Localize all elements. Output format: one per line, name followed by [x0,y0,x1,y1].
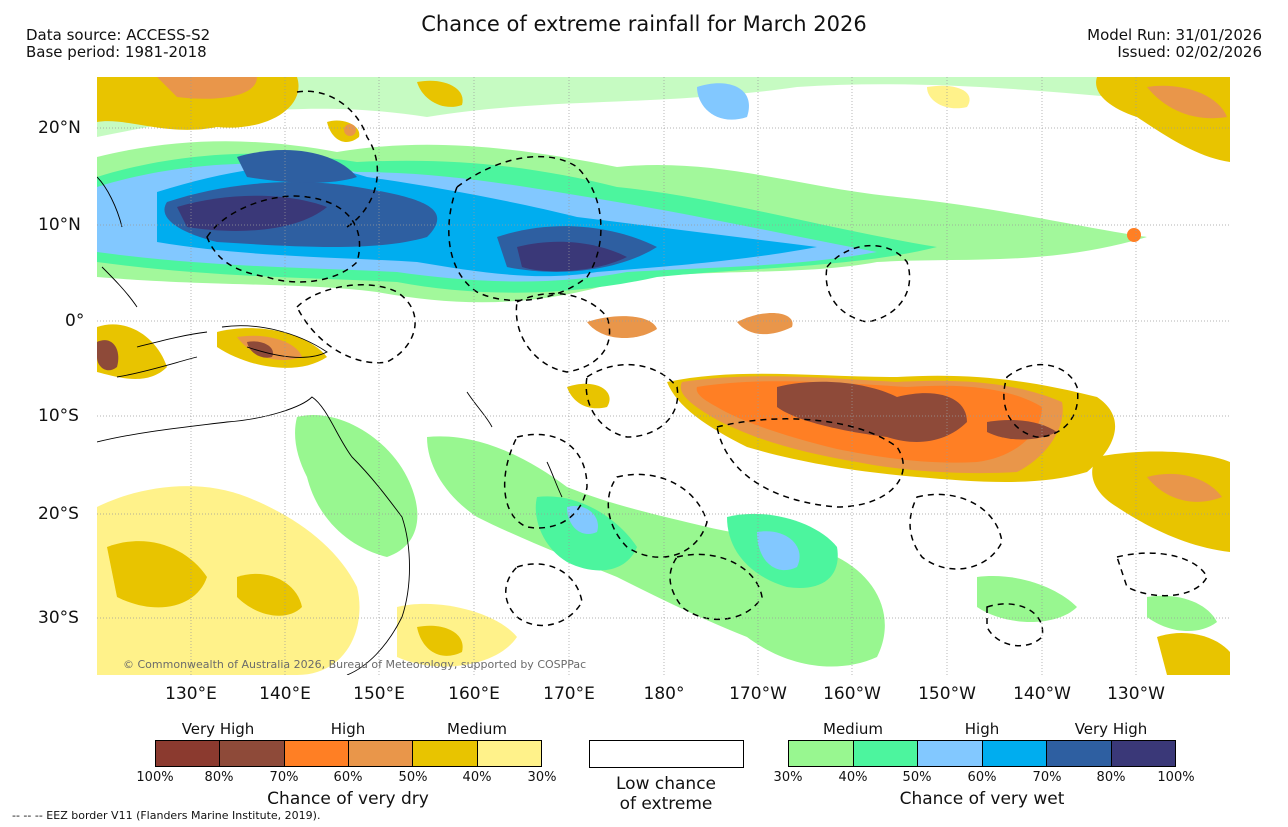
data-source: Data source: ACCESS-S2 [26,26,211,44]
low-chance-line1: Low chance [616,774,716,794]
wet-tick-label: 30% [773,770,803,785]
lon-tick: 150°W [918,684,976,704]
wet-tick-label: 100% [1157,770,1195,785]
dry-patches-southwest [97,486,1230,675]
wet-swatch [918,741,983,766]
low-chance-line2: of extreme [619,794,713,814]
wet-swatch [982,741,1047,766]
wet-legend-title: Chance of very wet [899,789,1065,809]
lon-tick: 130°W [1107,684,1165,704]
rainfall-map: © Commonwealth of Australia 2026, Bureau… [97,77,1230,675]
lat-tick: 30°S [38,608,79,628]
dry-colorbar [155,740,542,767]
wet-colorbar [788,740,1176,767]
issued-date: Issued: 02/02/2026 [1117,43,1262,61]
dry-band-southeast [667,373,1230,552]
wet-tick-label: 40% [838,770,868,785]
eez-borders [206,90,1208,647]
source-info: Data source: ACCESS-S2 Base period: 1981… [26,27,210,61]
lon-tick: 180° [643,684,685,704]
coastlines [97,176,563,675]
map-title: Chance of extreme rainfall for March 202… [421,12,867,36]
wet-swatch [1047,741,1112,766]
dry-tick-label: 50% [398,770,428,785]
wet-band-north [97,77,1230,303]
low-chance-swatch [589,740,744,768]
dry-tick-label: 100% [136,770,174,785]
dry-tick-label: 80% [204,770,234,785]
dry-tick-label: 40% [462,770,492,785]
eez-footnote: -- -- -- EEZ border V11 (Flanders Marine… [12,809,321,822]
wet-patches-south [295,415,1217,667]
lon-tick: 160°E [448,684,500,704]
lat-tick: 0° [65,311,85,331]
wet-tick-label: 80% [1096,770,1126,785]
lon-tick: 130°E [165,684,217,704]
wet-category-very-high: Very High [1074,720,1148,738]
lat-tick: 20°S [38,504,79,524]
dry-swatch [284,741,349,766]
lon-tick: 170°E [543,684,595,704]
dry-swatch [156,741,221,766]
model-run: Model Run: 31/01/2026 [1087,26,1262,44]
dry-tick-label: 70% [269,770,299,785]
run-info: Model Run: 31/01/2026 Issued: 02/02/2026 [1087,27,1262,61]
wet-category-medium: Medium [823,720,883,738]
dry-swatch [413,741,478,766]
wet-tick-label: 70% [1032,770,1062,785]
lat-tick: 20°N [38,118,81,138]
dry-legend-title: Chance of very dry [267,789,429,809]
wet-tick-label: 60% [967,770,997,785]
dry-patches-north [97,77,1230,242]
dry-tick-label: 60% [333,770,363,785]
wet-swatch [789,741,854,766]
dry-patches-equator [97,312,793,409]
lat-tick: 10°S [38,406,79,426]
dry-swatch [477,741,541,766]
lon-tick: 160°W [823,684,881,704]
dry-tick-label: 30% [527,770,557,785]
map-canvas [97,77,1230,675]
lon-tick: 140°E [259,684,311,704]
wet-swatch [853,741,918,766]
dry-category-very-high: Very High [181,720,255,738]
base-period: Base period: 1981-2018 [26,43,207,61]
lat-tick: 10°N [38,215,81,235]
dry-category-medium: Medium [447,720,507,738]
dry-swatch [348,741,414,766]
lon-tick: 170°W [729,684,787,704]
wet-swatch [1111,741,1175,766]
low-chance-label: Low chance of extreme [616,774,716,814]
copyright-notice: © Commonwealth of Australia 2026, Bureau… [123,658,587,671]
wet-category-high: High [964,720,1000,738]
wet-tick-label: 50% [902,770,932,785]
dry-category-high: High [330,720,366,738]
gridlines [97,77,1230,675]
lon-tick: 150°E [353,684,405,704]
lon-tick: 140°W [1013,684,1071,704]
dry-swatch [220,741,285,766]
